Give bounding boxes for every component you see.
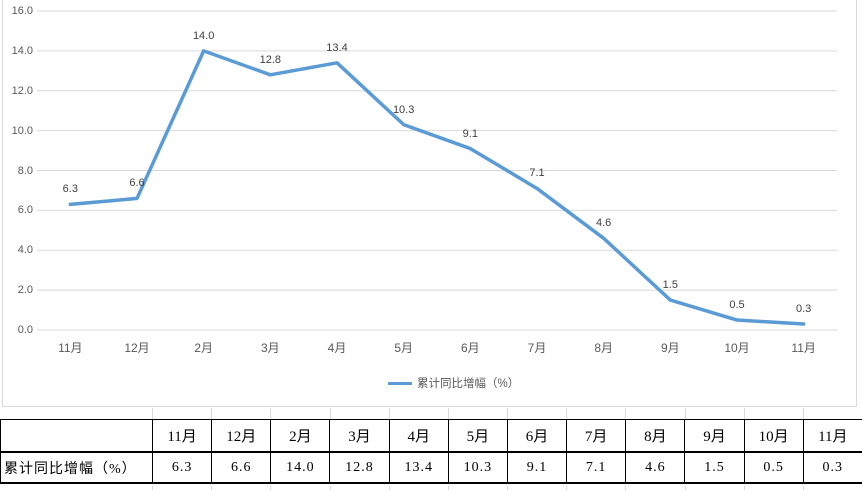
data-point-label: 4.6 bbox=[596, 217, 612, 230]
spreadsheet-gridline bbox=[684, 486, 686, 490]
table-value-cell[interactable]: 12.8 bbox=[329, 451, 390, 484]
data-point-label: 6.6 bbox=[129, 177, 145, 190]
table-value-cell[interactable]: 6.6 bbox=[211, 451, 272, 484]
legend-line-swatch bbox=[388, 381, 412, 385]
y-axis-tick-label: 8.0 bbox=[17, 164, 33, 177]
spreadsheet-gridline bbox=[270, 486, 272, 490]
line-chart-svg bbox=[37, 10, 837, 331]
table-header-cell[interactable]: 9月 bbox=[684, 419, 745, 453]
chart-frame-right bbox=[856, 0, 857, 406]
table-row-header[interactable]: 累计同比增幅（%） bbox=[0, 451, 153, 484]
data-point-label: 7.1 bbox=[529, 167, 545, 180]
spreadsheet-gridline bbox=[566, 408, 568, 419]
data-point-label: 14.0 bbox=[192, 29, 215, 42]
line-series[interactable] bbox=[68, 49, 806, 326]
y-axis-tick-label: 6.0 bbox=[17, 204, 33, 217]
data-point-label: 6.3 bbox=[62, 183, 78, 196]
table-header-cell[interactable]: 11月 bbox=[151, 419, 213, 453]
table-value-cell[interactable]: 0.3 bbox=[802, 451, 862, 484]
spreadsheet-gridline bbox=[507, 408, 508, 419]
x-axis-tick-label: 7月 bbox=[527, 341, 547, 355]
x-axis-tick-label: 4月 bbox=[327, 341, 347, 355]
y-axis-tick-label: 10.0 bbox=[11, 124, 33, 137]
x-axis-tick-label: 8月 bbox=[594, 341, 613, 355]
table-value-cell[interactable]: 14.0 bbox=[270, 451, 331, 484]
x-axis-tick-label: 11月 bbox=[58, 341, 83, 355]
data-point-label: 12.8 bbox=[259, 53, 282, 66]
x-axis-tick-label: 5月 bbox=[394, 341, 413, 355]
spreadsheet-gridline bbox=[211, 486, 213, 490]
spreadsheet-gridline bbox=[684, 408, 686, 419]
table-value-cell[interactable]: 4.6 bbox=[625, 451, 686, 484]
legend-label: 累计同比增幅（%） bbox=[417, 378, 520, 390]
y-axis-tick-label: 0.0 bbox=[17, 324, 33, 336]
spreadsheet-gridline bbox=[566, 486, 568, 490]
table-value-row: 累计同比增幅（%） 6.3 6.6 14.0 12.8 13.4 10.3 9.… bbox=[0, 451, 862, 484]
spreadsheet-gridline bbox=[625, 486, 627, 490]
spreadsheet-gridline bbox=[270, 408, 272, 419]
x-axis-tick-label: 12月 bbox=[124, 341, 150, 355]
x-axis-tick-label: 9月 bbox=[660, 341, 680, 355]
data-point-label: 9.1 bbox=[462, 127, 478, 140]
legend[interactable]: 累计同比增幅（%） bbox=[388, 375, 519, 391]
table-value-cell[interactable]: 13.4 bbox=[388, 451, 449, 484]
y-axis-tick-label: 2.0 bbox=[17, 284, 33, 297]
table-header-cell[interactable]: 5月 bbox=[447, 419, 508, 453]
table-corner-cell[interactable] bbox=[0, 419, 153, 453]
x-axis-tick-label: 6月 bbox=[460, 341, 480, 355]
table-value-cell[interactable]: 7.1 bbox=[566, 451, 627, 484]
table-header-cell[interactable]: 7月 bbox=[566, 419, 627, 453]
data-point-label: 1.5 bbox=[662, 279, 678, 292]
spreadsheet-gridline bbox=[211, 408, 213, 419]
table-header-cell[interactable]: 6月 bbox=[506, 419, 568, 453]
y-axis-tick-label: 14.0 bbox=[11, 44, 33, 57]
table-header-cell[interactable]: 10月 bbox=[743, 419, 804, 453]
data-point-label: 13.4 bbox=[326, 41, 348, 54]
spreadsheet-gridline bbox=[447, 486, 449, 490]
y-axis-tick-label: 16.0 bbox=[11, 5, 33, 17]
chart-frame-bottom bbox=[2, 406, 857, 407]
x-axis-tick-label: 11月 bbox=[791, 341, 816, 355]
spreadsheet-gridline bbox=[329, 486, 331, 490]
chart-frame-left bbox=[2, 0, 3, 406]
spreadsheet-gridline bbox=[388, 486, 390, 490]
spreadsheet-gridline bbox=[152, 408, 153, 419]
spreadsheet-gridline bbox=[802, 486, 804, 490]
spreadsheet-gridline bbox=[447, 408, 449, 419]
table-value-cell[interactable]: 10.3 bbox=[447, 451, 508, 484]
table-value-cell[interactable]: 6.3 bbox=[151, 451, 213, 484]
table-header-cell[interactable]: 2月 bbox=[270, 419, 331, 453]
spreadsheet-gridline bbox=[625, 408, 627, 419]
table-header-cell[interactable]: 4月 bbox=[388, 419, 449, 453]
y-axis-tick-label: 4.0 bbox=[17, 244, 33, 257]
x-axis-tick-label: 2月 bbox=[194, 341, 213, 355]
data-point-label: 10.3 bbox=[392, 103, 415, 116]
spreadsheet-gridline bbox=[152, 486, 153, 490]
y-axis-tick-label: 12.0 bbox=[11, 84, 33, 97]
table-value-cell[interactable]: 9.1 bbox=[506, 451, 568, 484]
spreadsheet-gridline bbox=[329, 408, 331, 419]
data-point-label: 0.5 bbox=[729, 299, 745, 312]
spreadsheet-gridline bbox=[507, 486, 508, 490]
table-value-cell[interactable]: 0.5 bbox=[743, 451, 804, 484]
table-value-cell[interactable]: 1.5 bbox=[684, 451, 745, 484]
table-header-cell[interactable]: 12月 bbox=[211, 419, 272, 453]
x-axis-tick-label: 10月 bbox=[724, 341, 750, 355]
spreadsheet-gridline bbox=[743, 486, 745, 490]
spreadsheet-gridline bbox=[802, 408, 804, 419]
line-chart[interactable]: 0.0 2.0 4.0 6.0 8.0 10.0 12.0 14.0 16.0 11月 12月 2月… bbox=[0, 0, 862, 407]
x-axis-tick-label: 3月 bbox=[260, 341, 280, 355]
data-table: 11月 12月 2月 3月 4月 5月 6月 7月 8月 9月 10月 11月 … bbox=[0, 419, 862, 484]
data-point-label: 0.3 bbox=[796, 303, 812, 316]
table-header-row: 11月 12月 2月 3月 4月 5月 6月 7月 8月 9月 10月 11月 bbox=[0, 419, 862, 453]
table-header-cell[interactable]: 3月 bbox=[329, 419, 390, 453]
spreadsheet-gridline bbox=[743, 408, 745, 419]
table-header-cell[interactable]: 8月 bbox=[625, 419, 686, 453]
spreadsheet-gridline bbox=[388, 408, 390, 419]
table-header-cell[interactable]: 11月 bbox=[802, 419, 862, 453]
